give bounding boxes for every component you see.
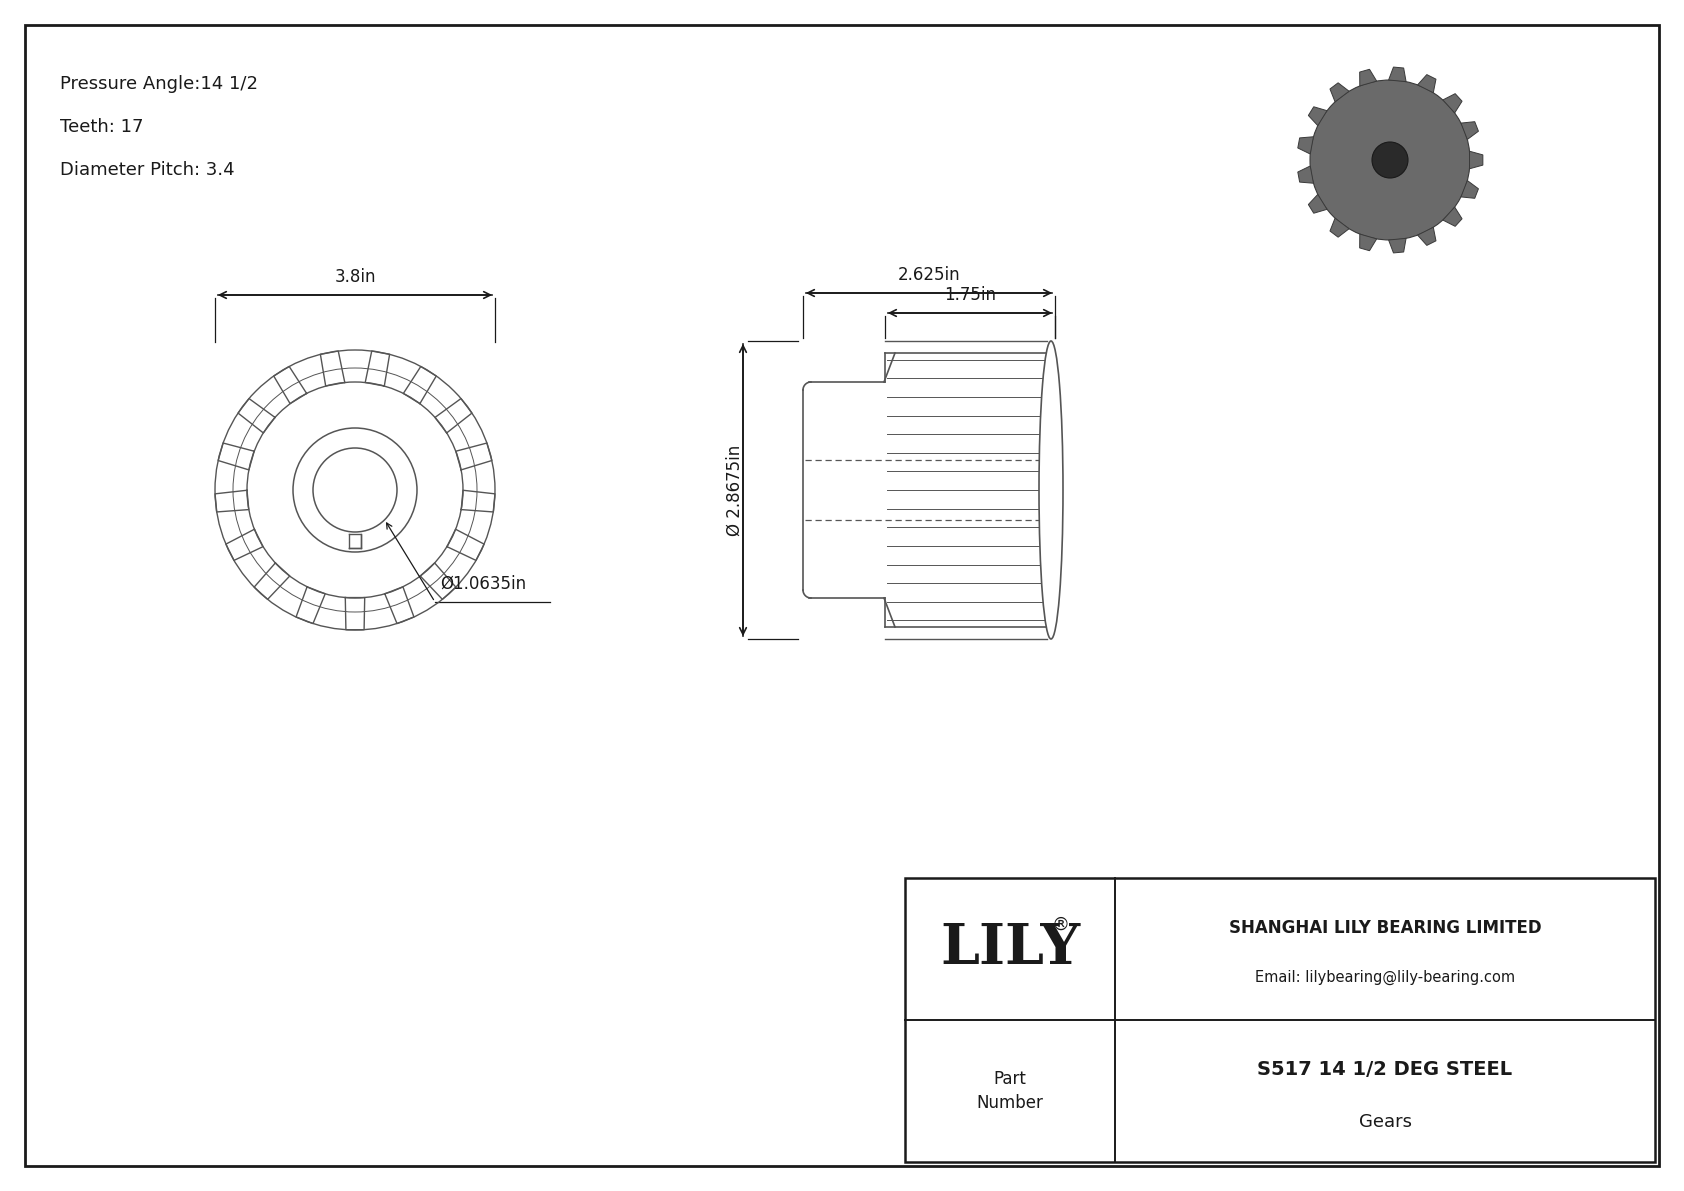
Polygon shape [1389,67,1406,82]
Text: Diameter Pitch: 3.4: Diameter Pitch: 3.4 [61,161,234,179]
Polygon shape [1389,238,1406,252]
Polygon shape [1359,235,1378,251]
Ellipse shape [1039,341,1063,640]
Text: Part
Number: Part Number [977,1070,1044,1112]
Polygon shape [1418,227,1436,245]
Polygon shape [1298,166,1314,183]
Polygon shape [1418,75,1436,93]
Text: Email: lilybearing@lily-bearing.com: Email: lilybearing@lily-bearing.com [1255,969,1516,985]
Text: 3.8in: 3.8in [333,268,376,286]
Text: Gears: Gears [1359,1114,1411,1131]
Text: 1.75in: 1.75in [945,286,995,304]
Text: SHANGHAI LILY BEARING LIMITED: SHANGHAI LILY BEARING LIMITED [1229,918,1541,936]
Bar [904,878,1655,1162]
Circle shape [1372,142,1408,177]
Text: Teeth: 17: Teeth: 17 [61,118,143,136]
Polygon shape [1443,94,1462,113]
Polygon shape [1308,107,1327,125]
Polygon shape [1359,69,1378,86]
Polygon shape [1308,194,1327,213]
Polygon shape [1470,151,1484,169]
Text: Pressure Angle:14 1/2: Pressure Angle:14 1/2 [61,75,258,93]
Polygon shape [1330,218,1349,237]
Polygon shape [1462,121,1479,139]
Text: S517 14 1/2 DEG STEEL: S517 14 1/2 DEG STEEL [1258,1060,1512,1079]
Polygon shape [1443,207,1462,226]
Text: LILY: LILY [940,922,1079,977]
Polygon shape [1298,137,1314,154]
Text: 2.625in: 2.625in [898,266,960,283]
Text: Ø 2.8675in: Ø 2.8675in [726,444,744,536]
Text: Ø1.0635in: Ø1.0635in [440,575,525,593]
Text: ®: ® [1051,916,1069,934]
Polygon shape [1462,181,1479,199]
Polygon shape [1330,83,1349,102]
Circle shape [1310,80,1470,241]
